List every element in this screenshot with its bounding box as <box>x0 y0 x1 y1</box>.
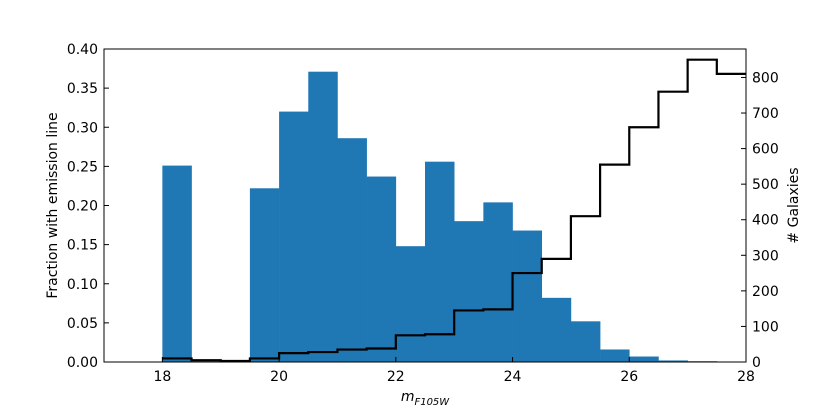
bar-bin-10 <box>454 221 484 362</box>
bar-bin-3 <box>249 188 280 362</box>
bar-bin-0 <box>162 165 192 362</box>
bar-bin-8 <box>395 246 426 362</box>
y-left-tick-label-2: 0.10 <box>67 277 98 293</box>
y-right-tick-label-1: 100 <box>752 319 779 335</box>
tick-layer: 18 20 22 24 26 28 0.00 0.05 0.10 0.15 0.20 0.25 0.30… <box>67 42 779 385</box>
bar-bin-9 <box>425 161 455 362</box>
y-left-tick-label-3: 0.15 <box>67 238 98 254</box>
y-left-tick-label-4: 0.20 <box>67 199 98 215</box>
x-axis-label: mF105W <box>401 389 450 408</box>
y-right-tick-label-8: 800 <box>752 70 779 86</box>
bar-bin-12 <box>512 230 543 362</box>
bar-bin-4 <box>279 111 309 362</box>
bar-bin-14 <box>570 321 601 362</box>
bar-bin-15 <box>600 349 630 362</box>
y-left-tick-label-0: 0.00 <box>67 355 98 371</box>
y-left-tick-label-6: 0.30 <box>67 120 98 136</box>
step-line-layer <box>162 58 746 363</box>
y-right-tick-label-4: 400 <box>752 213 779 229</box>
y-axis-label-right: # Galaxies <box>786 167 802 243</box>
x-tick-label-0: 18 <box>153 369 171 385</box>
y-right-tick-label-5: 500 <box>752 177 779 193</box>
bar-bin-16 <box>629 356 659 362</box>
x-tick-label-1: 20 <box>270 369 288 385</box>
x-axis-label-main: m <box>401 389 415 405</box>
galaxy-count-step-line <box>162 58 746 363</box>
x-tick-label-3: 24 <box>504 369 522 385</box>
y-left-tick-label-7: 0.35 <box>67 81 98 97</box>
bar-layer <box>162 71 718 362</box>
y-right-tick-label-3: 300 <box>752 248 779 264</box>
x-tick-label-5: 28 <box>737 369 755 385</box>
bar-bin-7 <box>366 176 397 362</box>
y-axis-label-left: Fraction with emission line <box>45 112 61 298</box>
bar-bin-5 <box>308 71 338 362</box>
bar-bin-6 <box>337 138 367 362</box>
bar-bin-11 <box>483 202 513 362</box>
bar-bin-17 <box>658 360 688 362</box>
y-right-tick-label-0: 0 <box>752 355 761 371</box>
y-right-tick-label-6: 600 <box>752 142 779 158</box>
y-left-tick-label-5: 0.25 <box>67 159 98 175</box>
y-right-tick-label-2: 200 <box>752 284 779 300</box>
x-tick-label-2: 22 <box>387 369 405 385</box>
y-left-tick-label-1: 0.05 <box>67 316 98 332</box>
y-left-tick-label-8: 0.40 <box>67 42 98 58</box>
x-tick-label-4: 26 <box>620 369 638 385</box>
y-right-tick-label-7: 700 <box>752 106 779 122</box>
x-axis-label-sub: F105W <box>414 397 450 408</box>
bar-bin-13 <box>541 297 572 362</box>
